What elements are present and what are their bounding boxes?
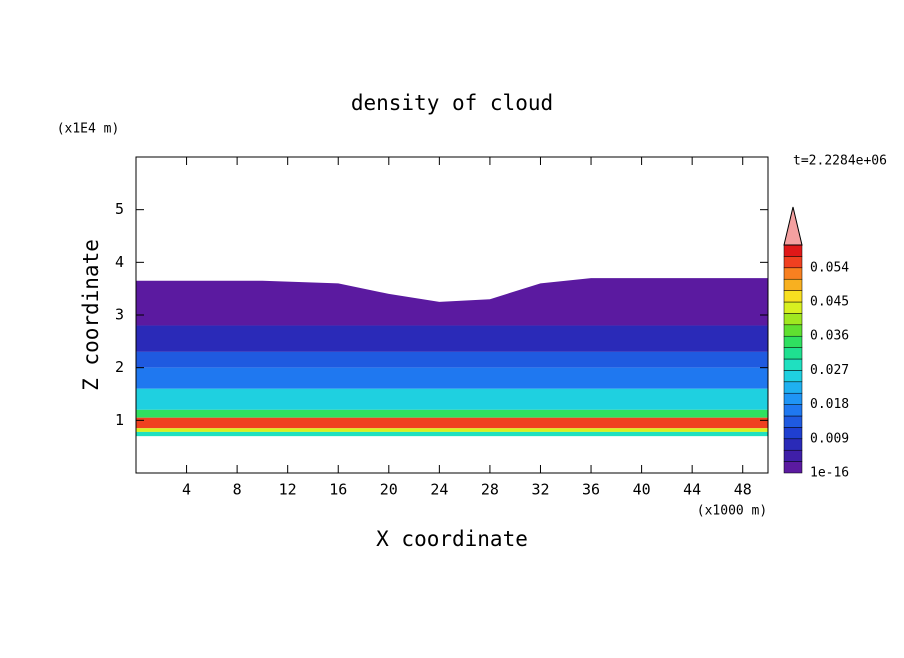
colorbar-band	[783, 256, 803, 269]
x-tick-label: 44	[683, 481, 701, 499]
colorbar-band	[783, 449, 803, 462]
colorbar-band	[783, 358, 803, 371]
field-layer	[136, 431, 768, 437]
cloud-top-layer	[136, 278, 768, 326]
colorbar-band	[783, 313, 803, 326]
colorbar-extension	[783, 206, 803, 246]
colorbar-band	[783, 392, 803, 405]
x-tick-label: 8	[233, 481, 242, 499]
colorbar-band	[783, 267, 803, 280]
x-tick-label: 28	[481, 481, 499, 499]
colorbar-band	[783, 335, 803, 348]
field-layer	[136, 367, 768, 389]
y-tick-label: 5	[115, 200, 124, 218]
colorbar-band	[783, 347, 803, 360]
x-tick-label: 48	[734, 481, 752, 499]
colorbar-tick-label: 0.036	[810, 329, 849, 344]
y-tick-label: 1	[115, 411, 124, 429]
y-tick-label: 4	[115, 253, 124, 271]
y-axis-label: Z coordinate	[79, 239, 103, 391]
colorbar-tick-label: 0.009	[810, 431, 849, 446]
field-layer	[136, 417, 768, 429]
x-tick-label: 36	[582, 481, 600, 499]
colorbar-band	[783, 461, 803, 474]
colorbar-tick-label: 1e-16	[810, 466, 849, 481]
field-layer	[136, 388, 768, 410]
x-axis-label: X coordinate	[376, 527, 528, 551]
field-layer	[136, 351, 768, 368]
y-tick-label: 3	[115, 306, 124, 324]
colorbar-tick-label: 0.045	[810, 295, 849, 310]
colorbar-tick-label: 0.054	[810, 260, 849, 275]
x-tick-label: 24	[430, 481, 448, 499]
colorbar-tick-label: 0.018	[810, 397, 849, 412]
colorbar-band	[783, 301, 803, 314]
colorbar-band	[783, 370, 803, 383]
chart-title: density of cloud	[351, 91, 553, 115]
time-label: t=2.2284e+06	[793, 154, 887, 169]
colorbar-band	[783, 244, 803, 257]
field-layer	[136, 325, 768, 352]
colorbar-band	[783, 278, 803, 291]
x-tick-label: 16	[329, 481, 347, 499]
colorbar-band	[783, 404, 803, 417]
colorbar-band	[783, 438, 803, 451]
field-layer	[136, 428, 768, 432]
field	[136, 278, 768, 437]
x-tick-label: 20	[380, 481, 398, 499]
colorbar-band	[783, 415, 803, 428]
colorbar-tick-label: 0.027	[810, 363, 849, 378]
y-tick-label: 2	[115, 358, 124, 376]
colorbar-band	[783, 290, 803, 303]
colorbar-band	[783, 427, 803, 440]
x-tick-label: 32	[531, 481, 549, 499]
x-unit: (x1000 m)	[697, 504, 767, 519]
x-tick-label: 12	[279, 481, 297, 499]
x-tick-label: 4	[182, 481, 191, 499]
colorbar-band	[783, 324, 803, 337]
x-tick-label: 40	[633, 481, 651, 499]
colorbar-band	[783, 381, 803, 394]
field-layer	[136, 409, 768, 418]
y-unit: (x1E4 m)	[57, 122, 120, 137]
